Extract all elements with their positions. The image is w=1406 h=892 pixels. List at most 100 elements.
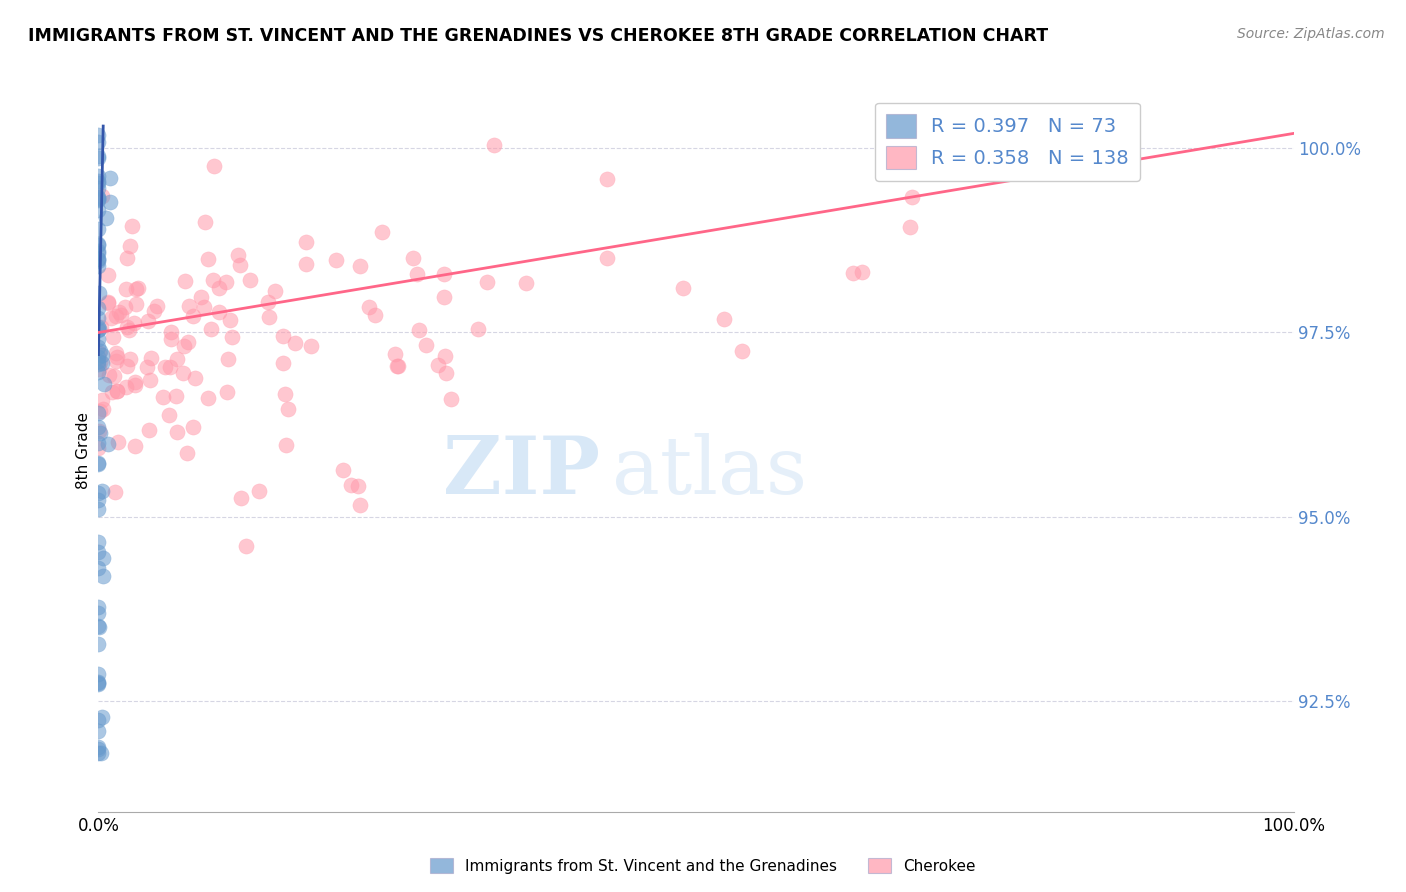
Point: [235, 539, 257, 553]
Point: [120, 239, 142, 253]
Point: [408, 323, 430, 337]
Point: [87, 310, 110, 325]
Point: [239, 273, 262, 287]
Point: [142, 303, 165, 318]
Point: [105, 350, 128, 364]
Point: [121, 219, 143, 234]
Point: [87, 301, 110, 316]
Point: [274, 387, 297, 401]
Text: atlas: atlas: [613, 434, 807, 511]
Point: [90, 320, 112, 334]
Point: [87, 674, 110, 689]
Point: [87, 600, 110, 615]
Point: [115, 251, 138, 265]
Point: [87, 535, 110, 549]
Point: [259, 310, 281, 324]
Point: [385, 359, 408, 373]
Point: [94, 211, 117, 225]
Text: Source: ZipAtlas.com: Source: ZipAtlas.com: [1237, 27, 1385, 41]
Point: [202, 272, 225, 286]
Point: [87, 456, 110, 470]
Point: [107, 435, 129, 450]
Point: [433, 290, 456, 304]
Point: [125, 297, 148, 311]
Point: [87, 365, 110, 379]
Point: [898, 219, 921, 234]
Point: [97, 268, 120, 282]
Point: [98, 171, 121, 186]
Point: [851, 265, 873, 279]
Point: [153, 359, 176, 374]
Point: [166, 425, 188, 440]
Point: [87, 254, 110, 268]
Point: [89, 344, 111, 359]
Point: [426, 358, 449, 372]
Point: [184, 371, 207, 385]
Point: [87, 618, 110, 632]
Point: [87, 190, 110, 204]
Point: [91, 189, 114, 203]
Point: [91, 710, 114, 724]
Point: [387, 359, 409, 374]
Point: [194, 215, 217, 229]
Point: [115, 359, 138, 373]
Point: [87, 723, 110, 738]
Point: [87, 502, 110, 516]
Point: [159, 360, 181, 375]
Point: [349, 259, 371, 273]
Point: [87, 237, 110, 252]
Point: [482, 137, 505, 152]
Point: [91, 401, 114, 416]
Point: [124, 377, 146, 392]
Point: [105, 384, 128, 398]
Point: [124, 375, 146, 389]
Point: [87, 176, 110, 190]
Point: [87, 406, 110, 420]
Point: [177, 299, 200, 313]
Point: [219, 313, 242, 327]
Point: [215, 275, 238, 289]
Point: [87, 457, 110, 471]
Point: [87, 746, 110, 760]
Point: [87, 128, 110, 142]
Point: [87, 149, 110, 163]
Point: [87, 320, 110, 334]
Point: [87, 424, 110, 438]
Point: [124, 316, 146, 330]
Point: [146, 299, 169, 313]
Point: [176, 335, 198, 350]
Point: [357, 301, 380, 315]
Point: [87, 252, 110, 266]
Point: [87, 676, 110, 690]
Point: [87, 151, 110, 165]
Point: [87, 420, 110, 434]
Point: [181, 420, 204, 434]
Text: IMMIGRANTS FROM ST. VINCENT AND THE GRENADINES VS CHEROKEE 8TH GRADE CORRELATION: IMMIGRANTS FROM ST. VINCENT AND THE GREN…: [28, 27, 1049, 45]
Point: [173, 274, 195, 288]
Point: [87, 561, 110, 575]
Point: [339, 478, 361, 492]
Point: [87, 135, 110, 149]
Point: [89, 346, 111, 360]
Point: [256, 295, 278, 310]
Point: [136, 314, 159, 328]
Point: [731, 343, 754, 358]
Point: [197, 252, 219, 266]
Point: [475, 275, 498, 289]
Point: [596, 172, 619, 186]
Point: [97, 296, 120, 310]
Point: [139, 351, 162, 365]
Point: [87, 354, 110, 368]
Point: [97, 437, 120, 451]
Point: [87, 667, 110, 681]
Point: [89, 426, 111, 441]
Text: ZIP: ZIP: [443, 434, 600, 511]
Point: [440, 392, 463, 406]
Point: [87, 323, 110, 337]
Point: [87, 492, 110, 507]
Point: [87, 252, 110, 266]
Point: [672, 281, 695, 295]
Point: [105, 310, 128, 324]
Point: [226, 248, 249, 262]
Point: [104, 484, 127, 499]
